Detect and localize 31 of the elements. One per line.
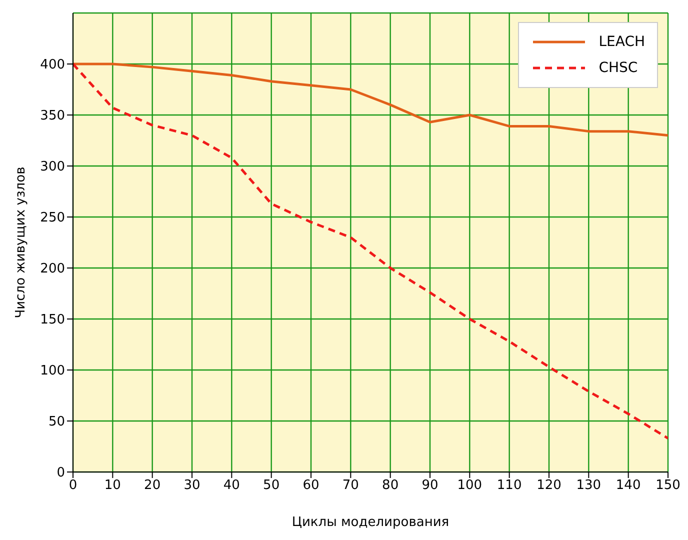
- x-tick-label: 50: [263, 478, 280, 494]
- y-tick-label: 0: [56, 466, 65, 481]
- legend-label: LEACH: [598, 34, 645, 50]
- x-tick-label: 30: [184, 478, 200, 494]
- x-tick-label: 130: [576, 478, 602, 494]
- x-tick-label: 10: [104, 478, 121, 494]
- x-tick-label: 0: [68, 478, 78, 494]
- y-tick-label: 150: [40, 312, 65, 328]
- y-axis-title: Число живущих узлов: [14, 166, 29, 318]
- x-tick-label: 40: [223, 478, 240, 494]
- x-axis-title: Циклы моделирования: [292, 515, 450, 530]
- x-tick-label: 20: [144, 478, 161, 494]
- x-tick-label: 70: [342, 478, 359, 494]
- y-tick-label: 400: [40, 58, 65, 73]
- y-tick-label: 300: [40, 160, 65, 175]
- x-tick-label: 120: [536, 478, 562, 494]
- y-tick-label: 100: [40, 364, 65, 379]
- x-tick-label: 60: [302, 478, 320, 494]
- line-series: [73, 62, 668, 440]
- y-tick-label: 200: [40, 262, 65, 277]
- legend-label: CHSC: [598, 60, 638, 76]
- x-tick-label: 90: [422, 478, 438, 494]
- x-tick-label: 110: [496, 478, 522, 494]
- line-series: [73, 62, 668, 137]
- y-tick-label: 350: [40, 108, 65, 124]
- x-tick-label: 150: [656, 478, 680, 494]
- x-tick-label: 80: [382, 478, 399, 494]
- y-tick-label: 50: [48, 414, 65, 430]
- x-tick-label: 100: [457, 478, 482, 494]
- y-tick-label: 250: [40, 210, 65, 226]
- x-tick-label: 140: [616, 478, 641, 494]
